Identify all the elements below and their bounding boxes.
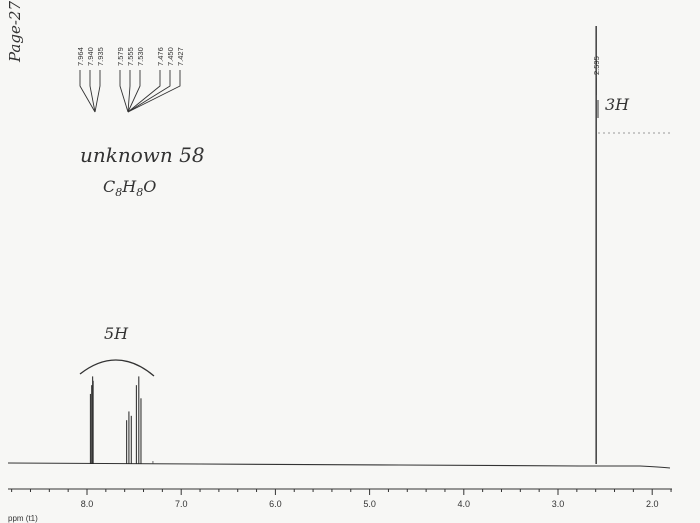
page-note: Page-27 <box>6 1 24 63</box>
x-axis-tick-label: 2.0 <box>646 499 659 509</box>
formula-c-sub: 8 <box>115 186 122 199</box>
peak-label-connector <box>94 70 101 113</box>
peak-label: 7.935 <box>96 47 105 66</box>
x-axis-tick-label: 6.0 <box>269 499 282 509</box>
peak-label: 7.964 <box>76 47 85 66</box>
peak-label-connector <box>127 70 141 113</box>
spectrum <box>7 26 671 469</box>
peak-label-connector <box>119 70 129 113</box>
peak-label: 7.427 <box>176 47 185 66</box>
peak-label: 7.579 <box>116 47 125 66</box>
integration-aromatic-label: 5H <box>104 324 129 343</box>
formula-h-sub: 8 <box>136 186 143 199</box>
x-axis-tick-label: 5.0 <box>363 499 376 509</box>
integration-aromatic-arc <box>79 359 155 377</box>
peak-label-connector <box>127 70 171 113</box>
peak-label: 7.940 <box>86 47 95 66</box>
spectrum-baseline <box>7 462 671 469</box>
peak-label: 7.450 <box>166 47 175 66</box>
peak-label: 7.530 <box>136 47 145 66</box>
peak-label-connector <box>127 70 131 113</box>
integration-methyl-label: 3H <box>605 95 630 114</box>
x-axis-tick-label: 3.0 <box>552 499 565 509</box>
x-axis-tick-label: 7.0 <box>175 499 188 509</box>
x-axis-tick-label: 4.0 <box>458 499 471 509</box>
peak-label: 7.555 <box>126 47 135 66</box>
compound-name: unknown 58 <box>80 143 205 167</box>
peak-label: 7.476 <box>156 47 165 66</box>
x-axis-tick-label: 8.0 <box>81 499 94 509</box>
peak-label-connector <box>89 70 96 113</box>
peak-label-connector <box>79 70 96 113</box>
x-axis-title: ppm (t1) <box>8 514 38 523</box>
peak-label-connector <box>127 70 181 113</box>
formula-c: C <box>103 177 115 196</box>
peak-label-connector <box>127 70 161 113</box>
x-axis: 8.0 7.0 6.0 5.0 4.0 3.0 2.0 <box>8 488 672 509</box>
peak-labels: 7.964 7.940 7.935 7.579 7.555 7.530 7.476 7.450… <box>76 47 601 113</box>
molecular-formula: C8H8O <box>103 177 156 199</box>
formula-o: O <box>143 177 156 196</box>
formula-h: H <box>121 177 137 196</box>
